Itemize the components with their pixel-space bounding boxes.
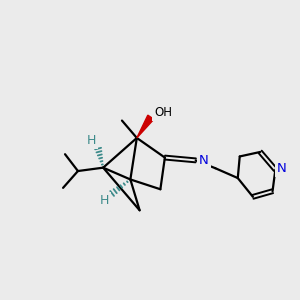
Text: H: H: [100, 194, 109, 207]
Text: OH: OH: [154, 106, 172, 119]
Text: H: H: [86, 134, 96, 147]
Text: N: N: [199, 154, 209, 167]
Text: N: N: [277, 162, 287, 175]
Polygon shape: [137, 115, 154, 138]
